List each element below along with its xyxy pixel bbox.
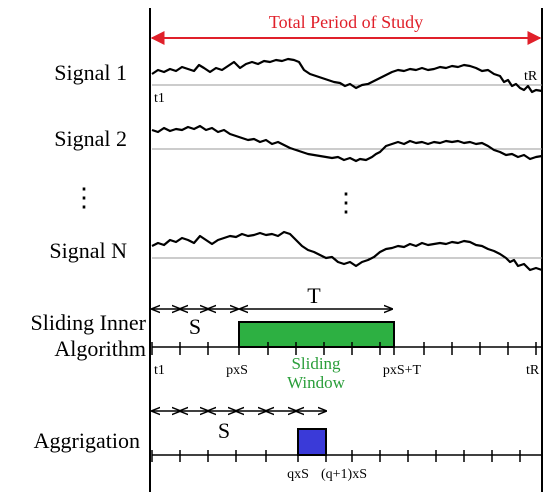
total-period-title: Total Period of Study bbox=[269, 12, 423, 32]
signal-2-label: Signal 2 bbox=[54, 126, 127, 151]
sliding-step-label: S bbox=[189, 314, 201, 339]
signal-n-label: Signal N bbox=[49, 238, 127, 263]
sliding-tick-t1: t1 bbox=[154, 363, 165, 378]
signal-2-trace bbox=[151, 124, 543, 163]
sliding-window-box bbox=[238, 321, 395, 348]
middle-ellipsis: ⋮ bbox=[333, 188, 359, 217]
sliding-label-line2: Algorithm bbox=[54, 336, 146, 361]
sliding-tick-end: pxS+T bbox=[383, 363, 422, 378]
signal-n-trace bbox=[151, 230, 543, 272]
signal-1-end-time: tR bbox=[524, 69, 538, 84]
aggregation-tick-end: (q+1)xS bbox=[321, 467, 367, 482]
signal-1-start-time: t1 bbox=[154, 91, 165, 106]
signal-1-trace bbox=[151, 57, 543, 94]
aggregation-timeline-ticks bbox=[151, 450, 521, 462]
sliding-window-text-line1: Sliding bbox=[291, 354, 341, 373]
sliding-timeline-ticks bbox=[151, 342, 537, 355]
left-ellipsis: ⋮ bbox=[71, 183, 97, 212]
aggregation-tick-start: qxS bbox=[287, 467, 309, 482]
window-length-label: T bbox=[307, 283, 321, 308]
sliding-tick-tr: tR bbox=[526, 363, 540, 378]
sliding-label-line1: Sliding Inner bbox=[31, 310, 147, 335]
signal-1-label: Signal 1 bbox=[54, 60, 127, 85]
aggregation-step-label: S bbox=[218, 418, 230, 443]
aggregation-box bbox=[297, 428, 327, 456]
sliding-tick-start: pxS bbox=[226, 363, 248, 378]
sliding-window-text-line2: Window bbox=[287, 373, 346, 392]
aggregation-label: Aggrigation bbox=[34, 428, 140, 453]
